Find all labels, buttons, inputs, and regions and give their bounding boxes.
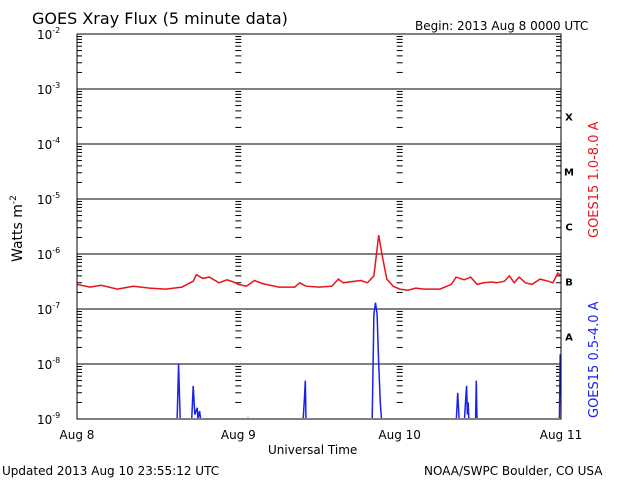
axis-ticks — [77, 36, 561, 403]
x-tick-label: Aug 9 — [221, 428, 256, 442]
x-tick-label: Aug 10 — [378, 428, 421, 442]
series-line-0 — [77, 235, 561, 291]
x-axis-title: Universal Time — [268, 443, 357, 457]
y-axis-title: Watts m-2 — [9, 195, 26, 262]
flare-class-labels: X M C B A — [564, 113, 574, 344]
x-tick-labels: Aug 8 Aug 9 Aug 10 Aug 11 — [60, 428, 583, 442]
footer-source: NOAA/SWPC Boulder, CO USA — [424, 464, 603, 478]
flare-class-label: A — [565, 333, 573, 344]
begin-time-label: Begin: 2013 Aug 8 0000 UTC — [415, 19, 588, 33]
y-tick-label: 10-5 — [37, 191, 60, 207]
chart-title: GOES Xray Flux (5 minute data) — [32, 9, 288, 28]
legend-long-channel: GOES15 1.0-8.0 A — [587, 121, 602, 238]
x-tick-label: Aug 8 — [60, 428, 95, 442]
footer-updated: Updated 2013 Aug 10 23:55:12 UTC — [2, 464, 219, 478]
y-axis-title-text: Watts m — [10, 204, 26, 262]
plot-frame — [76, 33, 562, 420]
flare-class-label: B — [565, 278, 573, 289]
flare-class-label: X — [565, 113, 573, 124]
y-tick-label: 10-3 — [37, 81, 60, 97]
x-tick-label: Aug 11 — [540, 428, 583, 442]
flare-class-label: M — [564, 168, 574, 179]
y-tick-labels: 10-2 10-3 10-4 10-5 10-6 10-7 10-8 10-9 — [37, 26, 60, 427]
legend-short-channel: GOES15 0.5-4.0 A — [587, 301, 602, 418]
y-tick-label: 10-8 — [37, 356, 60, 372]
flux-series — [77, 235, 561, 418]
y-tick-label: 10-4 — [37, 136, 60, 152]
y-tick-label: 10-2 — [37, 26, 60, 42]
y-axis-title-exponent: -2 — [9, 195, 19, 204]
series-line-1 — [176, 302, 561, 418]
y-tick-label: 10-6 — [37, 246, 60, 262]
grid-lines — [77, 88, 561, 365]
y-tick-label: 10-9 — [37, 411, 60, 427]
y-tick-label: 10-7 — [37, 301, 60, 317]
flare-class-label: C — [565, 223, 572, 234]
